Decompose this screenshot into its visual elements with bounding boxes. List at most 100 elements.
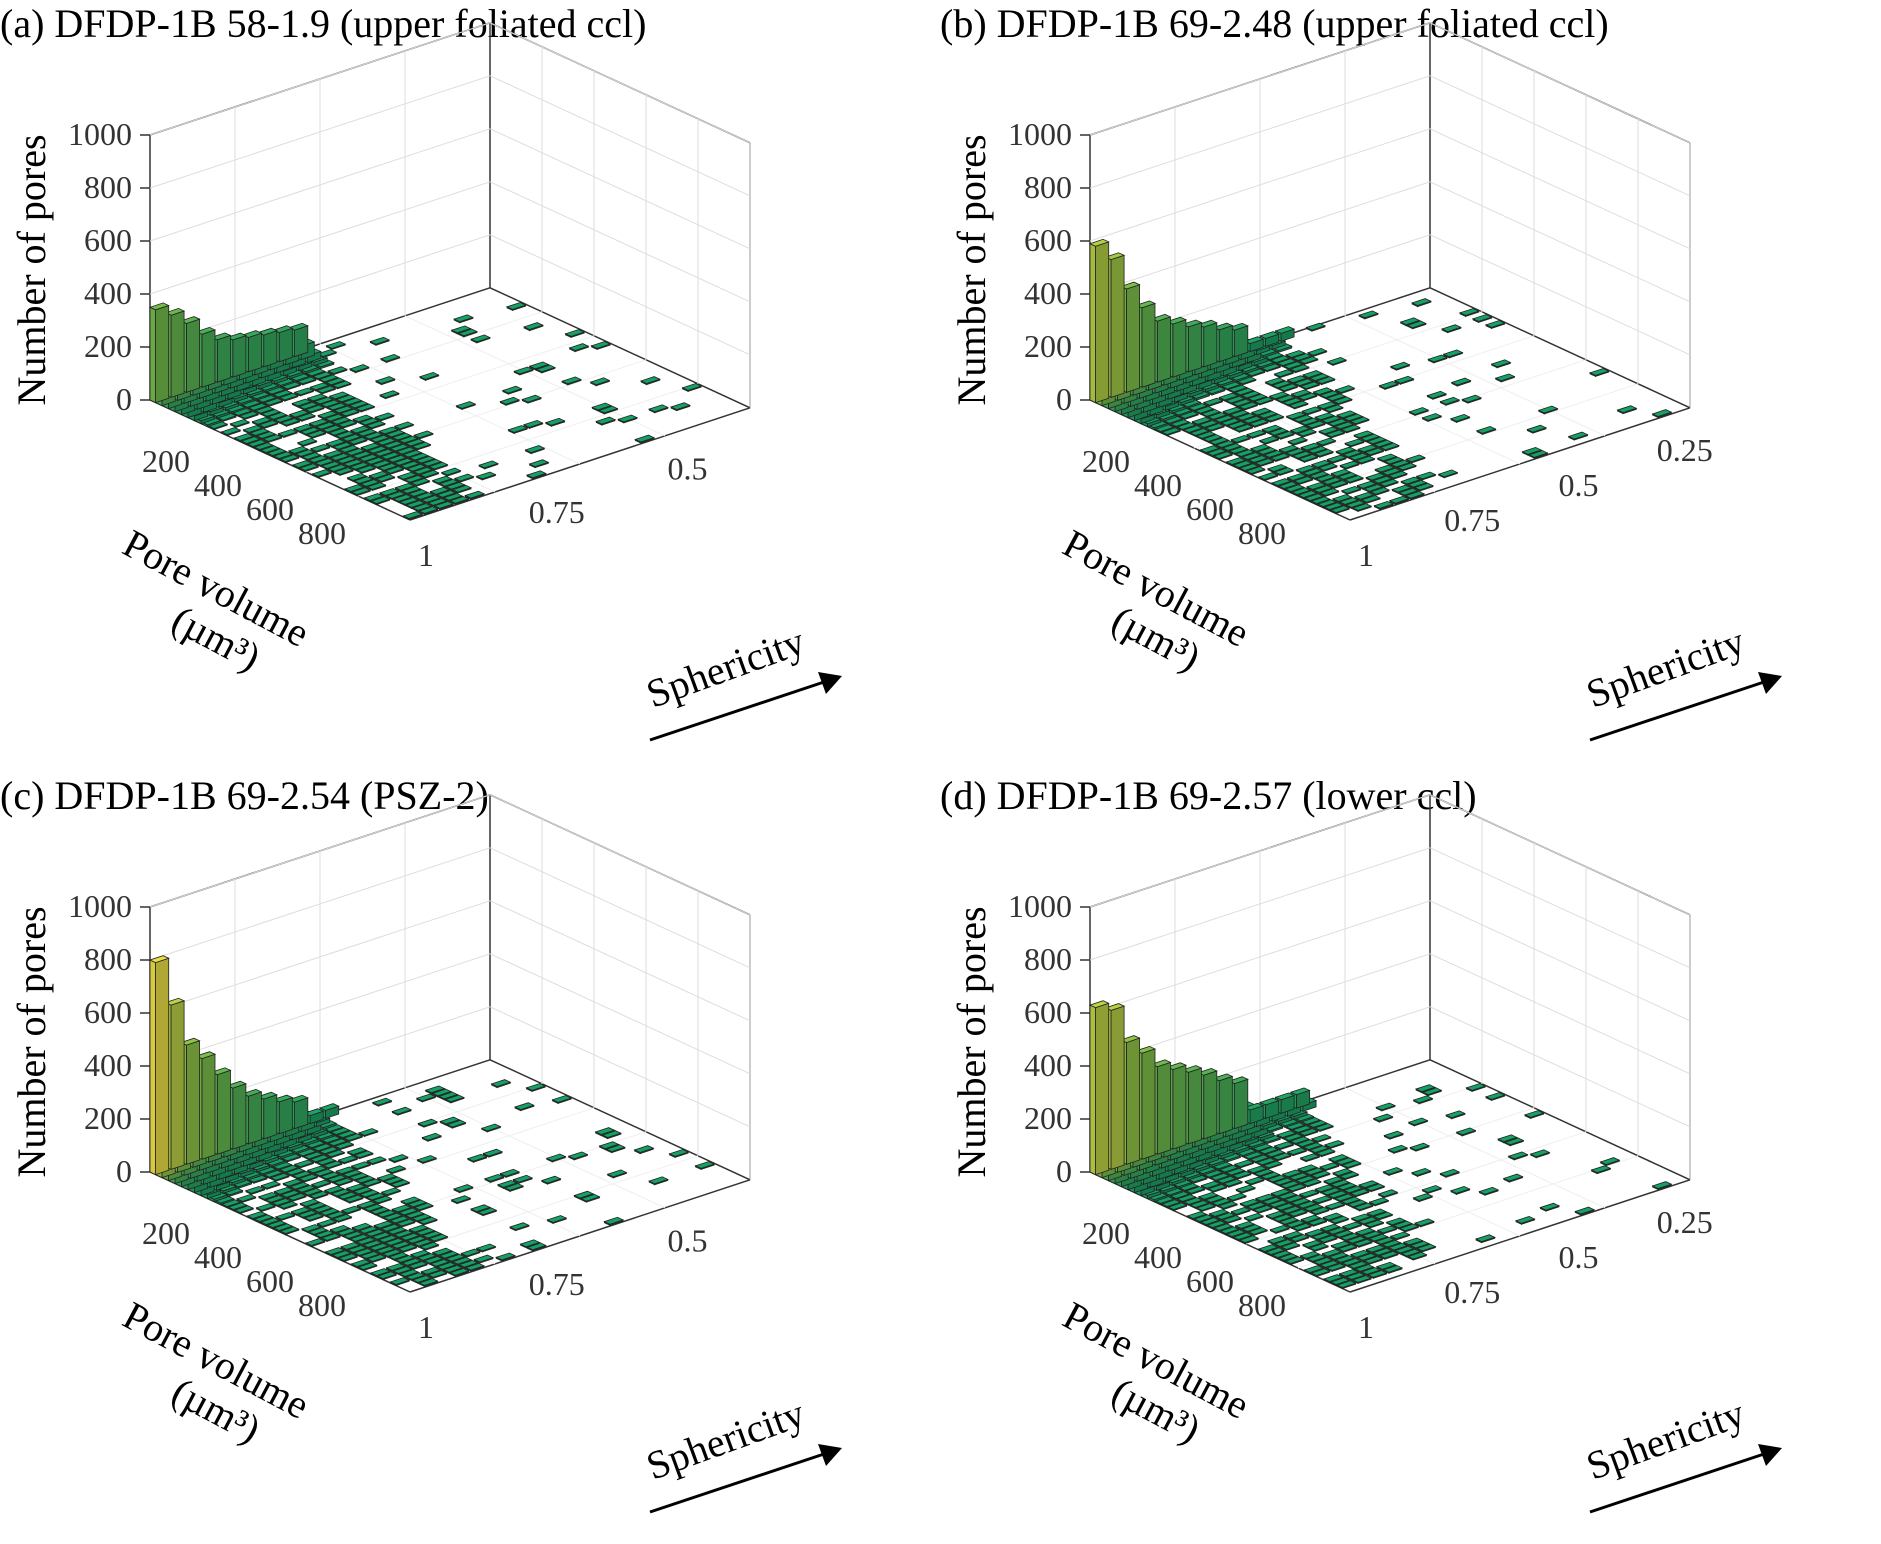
bar-top [282,1178,304,1187]
bar-top [1254,1193,1276,1202]
bar-top [293,1159,315,1168]
z-tick-label: 0 [1056,381,1072,417]
bar-top [1208,1209,1230,1217]
bar-top [1311,1195,1333,1204]
bar-top [1275,1130,1297,1138]
bar-top [1287,436,1309,445]
bar-top [420,1266,442,1275]
bar-top [1391,484,1413,493]
bar3d-plot: 0200400600800100020040060080010.750.50.2… [949,22,1782,742]
y-tick-label: 1 [1358,537,1374,573]
bar-top [306,393,328,402]
bar-side [1141,302,1156,388]
bar-top [1393,375,1415,384]
bar-top [1104,252,1126,261]
bar-top [1316,401,1338,410]
bar-top [1368,1197,1390,1206]
bar-top [325,438,347,447]
bar-top [1484,320,1506,328]
bar-top [523,322,544,330]
x-tick-label: 800 [298,1287,346,1323]
bar-top [303,1108,325,1117]
bar-top [1212,322,1234,331]
bar-top [429,486,451,495]
bar-top [291,398,312,407]
bar-top [148,302,170,311]
bar-top [351,1222,373,1231]
bar-top [606,1169,628,1178]
gridline [489,128,751,250]
bar-top [1539,1202,1561,1211]
bar-top [473,1254,494,1263]
bar-top [369,1268,391,1276]
bar-top [400,1196,421,1205]
bar-top [1200,1180,1222,1189]
gridline [1429,794,1691,916]
bar-top [393,421,415,430]
bar-top [1336,410,1357,419]
axes-box [140,794,751,1293]
bar-top [1323,1140,1345,1148]
bar-top [1314,1184,1335,1193]
bar-top [345,1183,367,1192]
gridline [404,315,666,437]
bar-top [1490,359,1512,368]
bar-top [1269,1224,1291,1233]
bar-top [1222,406,1244,415]
bar-top [389,1277,411,1285]
bar-top [1299,1251,1321,1259]
bar-top [1412,1095,1434,1104]
bar-top [391,1204,412,1213]
bar-top [308,418,330,427]
gridline [1429,953,1691,1075]
bar-top [475,1243,497,1252]
bar-top [1409,1142,1431,1151]
bar-top [634,434,656,443]
bar-side [247,1091,262,1145]
z-tick-label: 0 [116,381,132,417]
bar-top [496,1179,518,1188]
bar-top [460,1248,481,1257]
bar-top [528,459,550,468]
z-tick-label: 600 [1024,222,1072,258]
bar-top [1324,1201,1346,1210]
bar-top [416,1155,438,1163]
bar-top [1285,411,1307,420]
bar-top [1455,1127,1477,1136]
bar-top [1230,1206,1252,1215]
bar-top [257,327,278,336]
bar-top [244,1185,266,1194]
bar-top [1266,1236,1288,1244]
bar-top [1191,416,1213,425]
bar-top [1439,396,1461,405]
bar-top [357,1128,379,1136]
y-axis-label: Sphericity [1580,1390,1750,1489]
bar-side [170,1000,185,1170]
bar-top [1119,281,1141,290]
bar-top [1257,472,1279,480]
bar-top [257,1191,279,1200]
y-axis-label: Sphericity [1580,618,1750,717]
y-tick-label: 0.5 [1559,1239,1599,1275]
bar-top [1400,476,1421,485]
panel-title: (a) DFDP-1B 58-1.9 (upper foliated ccl) [0,1,647,46]
bar-top [1166,1062,1187,1071]
bar-top [1323,1176,1344,1185]
bar-top [1228,322,1249,331]
bar-side [1125,1037,1141,1165]
bar-top [1484,1092,1506,1100]
bar-top [1497,1134,1518,1143]
bar-top [1599,1157,1621,1165]
right-floor-edge [489,1059,751,1181]
bar-top [1421,413,1443,421]
gridline [489,900,751,1022]
bar-top [1449,1185,1471,1194]
bar-top [274,1212,296,1220]
bar-side [1156,1061,1171,1155]
bar-top [251,416,273,425]
bar-top [1475,1234,1496,1243]
bar-top [1290,389,1312,398]
bar-top [1415,1084,1436,1093]
bar-top [260,1180,282,1189]
bar-top [470,1204,491,1213]
